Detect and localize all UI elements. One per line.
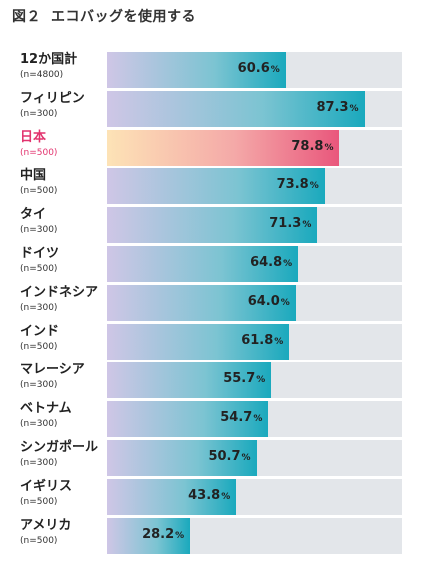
- bar-track: 87.3%: [107, 90, 402, 127]
- category-name: アメリカ: [20, 517, 72, 533]
- category-name: 12か国計: [20, 52, 78, 67]
- sample-size: (n=300): [20, 458, 58, 468]
- bar-track: 60.6%: [107, 52, 402, 88]
- sample-size: (n=500): [20, 186, 58, 197]
- bar: [107, 440, 257, 476]
- value-label: 50.7%: [208, 449, 251, 464]
- category-name: 日本: [20, 129, 47, 145]
- sample-size: (n=500): [20, 264, 58, 274]
- value-label: 54.7%: [220, 410, 263, 426]
- bar-row: イギリス (n=500) 43.8%: [0, 478, 429, 515]
- bar: [107, 323, 290, 360]
- value-label: 87.3%: [316, 99, 359, 115]
- figure-title: 図２ エコバッグを使用する: [12, 6, 196, 26]
- bar-track: 61.8%: [107, 323, 402, 360]
- category-label: 日本 (n=500): [20, 129, 108, 159]
- category-name: シンガポール: [20, 440, 99, 455]
- bar-track: 43.8%: [107, 478, 402, 515]
- sample-size: (n=300): [20, 302, 58, 313]
- bar: [107, 401, 269, 438]
- bar-row: タイ (n=300) 71.3%: [0, 206, 429, 244]
- bar-track: 73.8%: [107, 168, 402, 205]
- category-label: インド (n=500): [20, 323, 108, 353]
- sample-size: (n=500): [20, 341, 58, 352]
- bar: [107, 517, 191, 554]
- sample-size: (n=500): [20, 535, 58, 546]
- bar-row: シンガポール (n=300) 50.7%: [0, 440, 429, 476]
- chart-title: エコバッグを使用する: [51, 9, 196, 25]
- category-name: タイ: [20, 207, 47, 223]
- bar-track: 71.3%: [107, 207, 402, 244]
- category-name: ベトナム: [20, 401, 72, 417]
- category-label: イギリス (n=500): [20, 478, 108, 508]
- category-label: アメリカ (n=500): [20, 517, 108, 547]
- category-label: ドイツ (n=500): [20, 245, 108, 275]
- bar-row: インド (n=500) 61.8%: [0, 323, 429, 360]
- category-name: イギリス: [20, 478, 73, 494]
- category-name: フィリピン: [20, 90, 85, 106]
- category-label: タイ (n=300): [20, 206, 108, 236]
- category-label: ベトナム (n=300): [20, 400, 108, 430]
- value-label: 60.6%: [237, 61, 280, 76]
- bar: [107, 362, 272, 399]
- category-label: フィリピン (n=300): [20, 90, 108, 120]
- value-label: 64.0%: [247, 293, 290, 309]
- bar-row: 日本 (n=500) 78.8%: [0, 129, 429, 166]
- bar-track: 78.8%: [107, 129, 402, 166]
- bar: [107, 52, 286, 88]
- value-label: 43.8%: [188, 487, 231, 503]
- category-label: 12か国計 (n=4800): [20, 51, 108, 81]
- sample-size: (n=500): [20, 496, 58, 507]
- value-label: 61.8%: [241, 332, 284, 348]
- bar-row: 12か国計 (n=4800) 60.6%: [0, 52, 429, 88]
- category-label: シンガポール (n=300): [20, 439, 108, 469]
- category-label: インドネシア (n=300): [20, 284, 108, 314]
- value-label: 64.8%: [250, 255, 293, 270]
- category-name: マレーシア: [20, 362, 85, 378]
- sample-size: (n=300): [20, 380, 58, 391]
- bar-row: ドイツ (n=500) 64.8%: [0, 246, 429, 282]
- value-label: 28.2%: [142, 526, 185, 542]
- category-name: インド: [20, 323, 60, 339]
- sample-size: (n=4800): [20, 70, 64, 80]
- sample-size: (n=300): [20, 108, 58, 119]
- bar-track: 64.8%: [107, 246, 402, 282]
- bar-row: フィリピン (n=300) 87.3%: [0, 90, 429, 127]
- category-label: 中国 (n=500): [20, 167, 108, 197]
- bar-row: 中国 (n=500) 73.8%: [0, 167, 429, 205]
- bar-track: 64.0%: [107, 284, 402, 321]
- category-name: インドネシア: [20, 284, 99, 300]
- bar: [107, 284, 296, 321]
- bar: [107, 246, 299, 282]
- bar-row: ベトナム (n=300) 54.7%: [0, 400, 429, 438]
- bar: [107, 207, 318, 244]
- bar-row: アメリカ (n=500) 28.2%: [0, 517, 429, 554]
- figure-number: 図２: [12, 9, 41, 25]
- bar-track: 50.7%: [107, 440, 402, 476]
- value-label: 73.8%: [276, 177, 319, 193]
- value-label: 78.8%: [291, 138, 334, 154]
- category-name: 中国: [20, 168, 47, 184]
- bar-row: マレーシア (n=300) 55.7%: [0, 361, 429, 399]
- bar-row: インドネシア (n=300) 64.0%: [0, 284, 429, 321]
- value-label: 55.7%: [223, 371, 266, 387]
- category-name: ドイツ: [20, 246, 60, 261]
- bar: [107, 478, 237, 515]
- sample-size: (n=300): [20, 419, 58, 430]
- bar: [107, 168, 325, 205]
- sample-size: (n=300): [20, 225, 58, 236]
- bar-track: 55.7%: [107, 362, 402, 399]
- sample-size: (n=500): [20, 147, 58, 158]
- bar: [107, 90, 365, 127]
- bar-track: 28.2%: [107, 517, 402, 554]
- bar: [107, 129, 340, 166]
- bar-track: 54.7%: [107, 401, 402, 438]
- value-label: 71.3%: [269, 216, 312, 232]
- category-label: マレーシア (n=300): [20, 361, 108, 391]
